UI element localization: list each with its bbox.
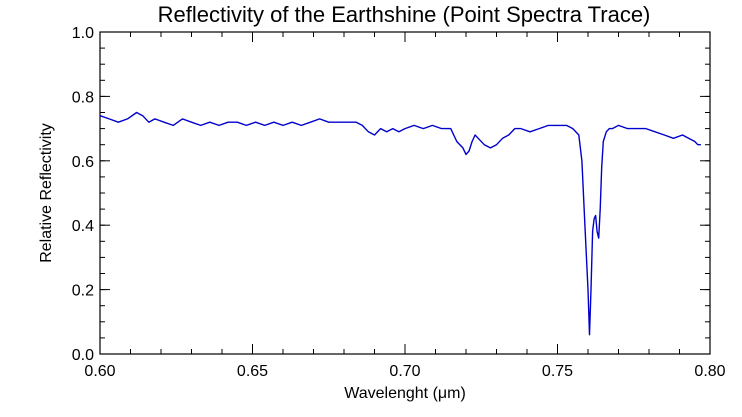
y-tick-label: 0.8 xyxy=(72,89,94,106)
y-axis-label: Relative Reflectivity xyxy=(38,123,55,263)
x-tick-label: 0.60 xyxy=(84,363,115,380)
y-tick-label: 0.4 xyxy=(72,218,94,235)
tick-labels: 0.60 0.65 0.70 0.75 0.80 0.0 0.2 0.4 0.6 0.8 1.0 xyxy=(72,25,726,380)
plot-frame xyxy=(99,31,711,355)
x-tick-label: 0.70 xyxy=(389,363,420,380)
tick-marks xyxy=(99,31,711,355)
y-tick-label: 0.0 xyxy=(72,347,94,364)
x-tick-label: 0.80 xyxy=(694,363,725,380)
y-tick-label: 1.0 xyxy=(72,25,94,42)
x-tick-label: 0.75 xyxy=(542,363,573,380)
x-tick-label: 0.65 xyxy=(237,363,268,380)
chart-title: Reflectivity of the Earthshine (Point Sp… xyxy=(158,2,651,27)
reflectivity-series-line xyxy=(99,111,701,336)
x-axis-label: Wavelenght (μm) xyxy=(344,385,466,402)
y-tick-label: 0.2 xyxy=(72,283,94,300)
y-tick-label: 0.6 xyxy=(72,154,94,171)
